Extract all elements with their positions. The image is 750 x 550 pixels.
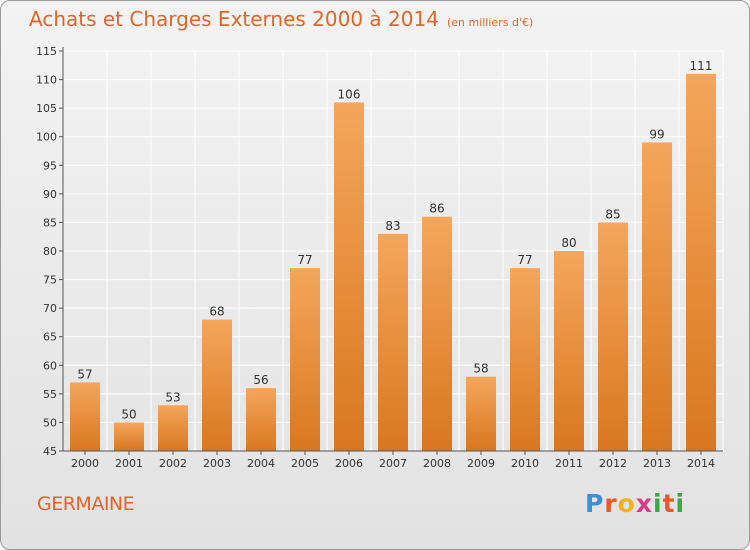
chart-title-text: Achats et Charges Externes 2000 à 2014 [29, 7, 439, 31]
x-tick-label: 2000 [71, 457, 99, 470]
y-tick-label: 80 [43, 245, 57, 258]
value-label: 53 [165, 390, 180, 404]
y-tick-label: 65 [43, 331, 57, 344]
logo-letter: i [675, 489, 686, 518]
logo-letter: P [585, 489, 605, 518]
y-tick-label: 50 [43, 416, 57, 429]
logo-letter: t [662, 489, 676, 518]
y-tick-label: 110 [36, 74, 57, 87]
value-labels: 57 50 53 68 56 77 106 83 86 58 77 80 85 99 111 [77, 59, 712, 422]
y-tick-label: 105 [36, 102, 57, 115]
bar-2011 [554, 251, 584, 451]
value-label: 85 [605, 207, 620, 221]
chart-title: Achats et Charges Externes 2000 à 2014 (e… [29, 7, 533, 31]
y-tick-label: 75 [43, 274, 57, 287]
bar-2007 [378, 233, 408, 451]
x-tick-label: 2002 [159, 457, 187, 470]
value-label: 77 [297, 253, 312, 267]
logo-letter: r [604, 489, 618, 518]
value-label: 57 [77, 367, 92, 381]
x-tick-label: 2013 [643, 457, 671, 470]
x-tick-label: 2008 [423, 457, 451, 470]
bar-2012 [598, 222, 628, 451]
bar-2000 [70, 382, 100, 451]
bar-2003 [202, 319, 232, 451]
x-tick-label: 2009 [467, 457, 495, 470]
x-tick-label: 2004 [247, 457, 275, 470]
x-tick-label: 2011 [555, 457, 583, 470]
value-label: 86 [429, 202, 444, 216]
bar-2009 [466, 376, 496, 451]
y-tick-label: 45 [43, 445, 57, 458]
chart-subtitle: (en milliers d'€) [446, 16, 534, 29]
bar-2001 [114, 422, 144, 451]
value-label: 80 [561, 236, 576, 250]
logo-letter: i [653, 489, 663, 518]
y-tick-label: 70 [43, 302, 57, 315]
value-label: 106 [338, 87, 361, 101]
bar-2004 [246, 388, 276, 451]
bar-2008 [422, 216, 452, 451]
commune-name: GERMAINE [37, 493, 135, 515]
bar-2002 [158, 405, 188, 451]
value-label: 77 [517, 253, 532, 267]
x-tick-label: 2005 [291, 457, 319, 470]
x-tick-label: 2014 [687, 457, 715, 470]
y-tick-label: 115 [36, 45, 57, 58]
value-label: 68 [209, 305, 224, 319]
proxiti-logo: Proxiti [585, 489, 685, 518]
y-tick-label: 95 [43, 159, 57, 172]
y-tick-label: 55 [43, 388, 57, 401]
value-label: 50 [121, 407, 136, 421]
y-tick-label: 90 [43, 188, 57, 201]
bar-2014 [686, 73, 716, 451]
x-tick-label: 2012 [599, 457, 627, 470]
bar-2005 [290, 268, 320, 451]
x-tick-label: 2007 [379, 457, 407, 470]
value-label: 58 [473, 362, 488, 376]
value-label: 56 [253, 373, 268, 387]
bar-2006 [334, 102, 364, 451]
y-tick-label: 85 [43, 216, 57, 229]
y-tick-label: 100 [36, 131, 57, 144]
value-label: 83 [385, 219, 400, 233]
y-tick-label: 60 [43, 359, 57, 372]
x-tick-label: 2003 [203, 457, 231, 470]
value-label: 99 [649, 127, 664, 141]
logo-letter: x [635, 489, 653, 518]
x-tick-label: 2006 [335, 457, 363, 470]
value-label: 111 [690, 59, 713, 73]
logo-letter: o [617, 489, 636, 518]
x-tick-label: 2001 [115, 457, 143, 470]
axes: 45 50 55 60 65 70 75 80 85 90 95 100 105 110 115 2000 20… [36, 45, 723, 470]
x-tick-label: 2010 [511, 457, 539, 470]
bar-2010 [510, 268, 540, 451]
bars [70, 73, 716, 451]
bar-2013 [642, 142, 672, 451]
